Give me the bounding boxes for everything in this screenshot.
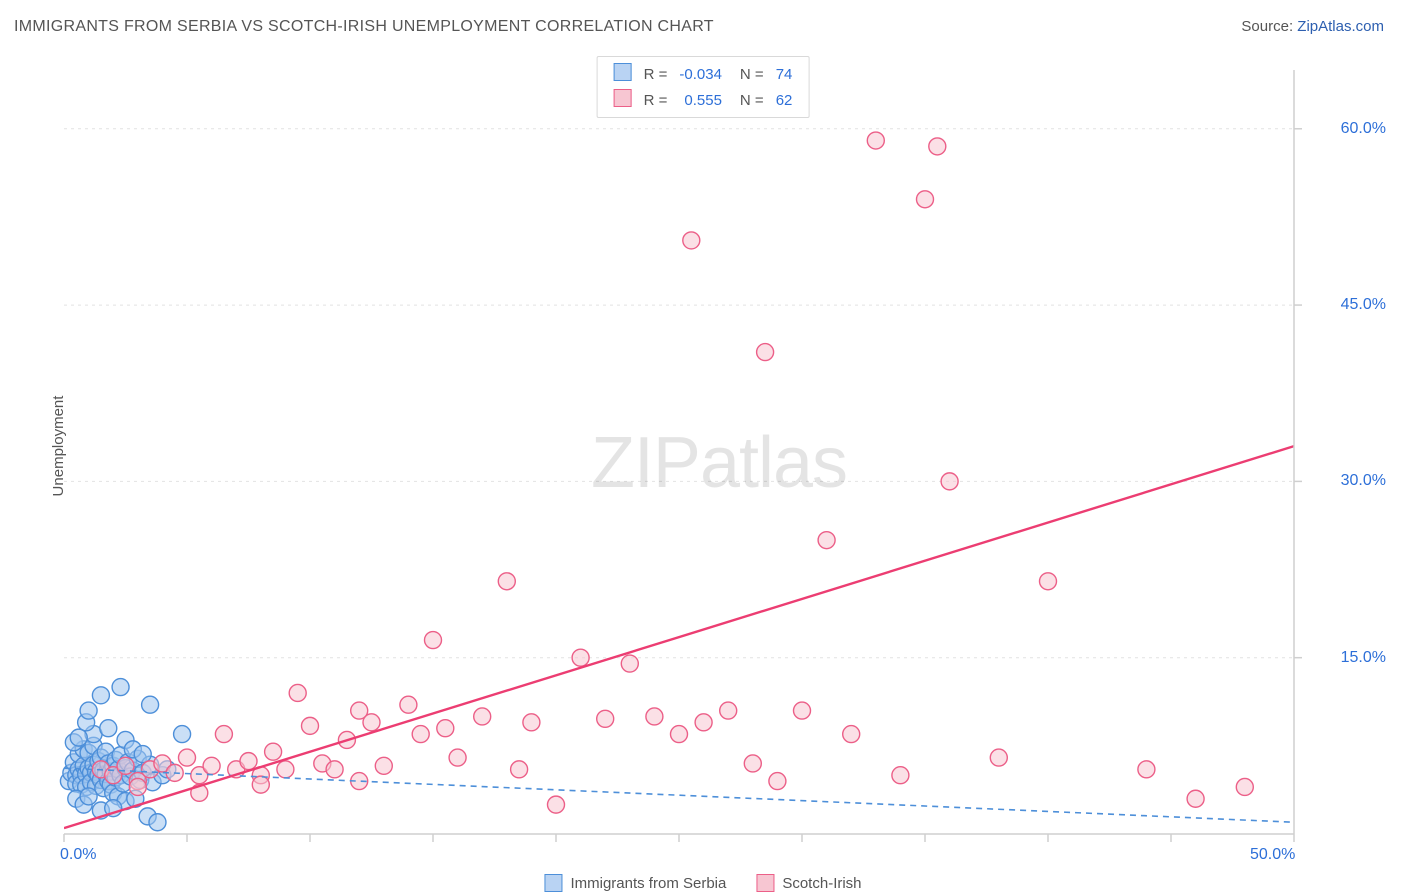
legend-row: R =-0.034N =74 — [608, 61, 799, 87]
correlation-legend: R =-0.034N =74R =0.555N =62 — [597, 56, 810, 118]
legend-row: R =0.555N =62 — [608, 87, 799, 113]
chart-title: IMMIGRANTS FROM SERBIA VS SCOTCH-IRISH U… — [14, 18, 714, 36]
chart-area: ZIPatlas 15.0%30.0%45.0%60.0%0.0%50.0% — [46, 52, 1392, 882]
series-legend: Immigrants from Serbia Scotch-Irish — [544, 874, 861, 892]
source-attribution: Source: ZipAtlas.com — [1241, 18, 1384, 35]
y-tick-label: 15.0% — [1341, 649, 1386, 667]
legend-item: Scotch-Irish — [756, 874, 861, 892]
legend-item: Immigrants from Serbia — [544, 874, 726, 892]
source-prefix: Source: — [1241, 18, 1297, 35]
x-tick-label: 0.0% — [60, 846, 96, 864]
scatter-plot — [46, 52, 1392, 882]
y-tick-label: 45.0% — [1341, 296, 1386, 314]
x-tick-label: 50.0% — [1250, 846, 1295, 864]
source-link[interactable]: ZipAtlas.com — [1297, 18, 1384, 35]
y-tick-label: 60.0% — [1341, 120, 1386, 138]
y-tick-label: 30.0% — [1341, 472, 1386, 490]
